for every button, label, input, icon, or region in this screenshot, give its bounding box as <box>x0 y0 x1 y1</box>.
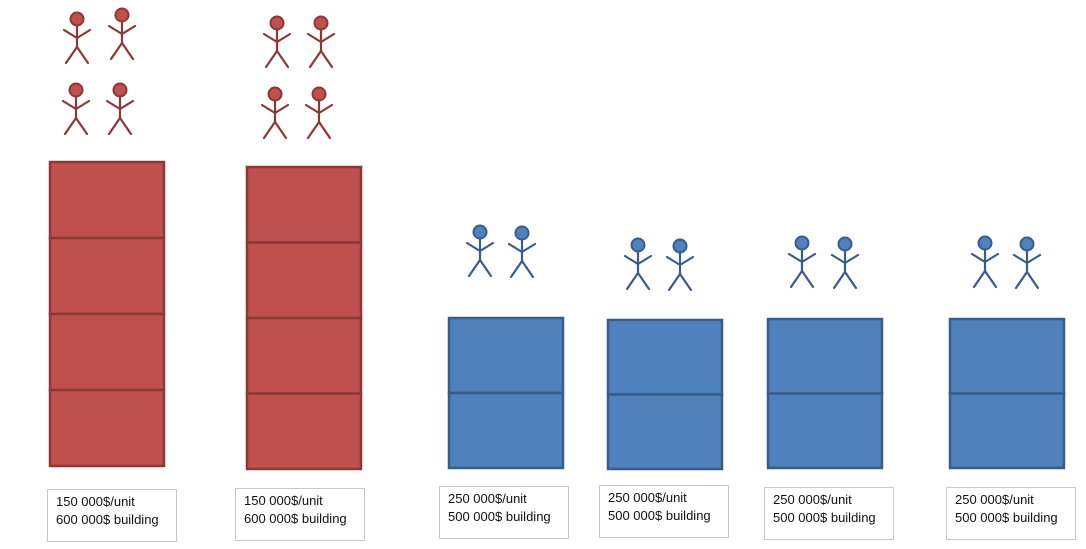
building-price: 500 000$ building <box>448 509 551 524</box>
price-caption: 250 000$/unit 500 000$ building <box>764 487 894 540</box>
housing-unit <box>606 318 724 396</box>
stick-figure-icon <box>260 86 290 140</box>
housing-unit <box>48 160 166 240</box>
stick-figure-icon <box>262 15 292 69</box>
stick-figure-icon <box>105 82 135 136</box>
price-caption: 250 000$/unit 500 000$ building <box>599 485 729 538</box>
price-caption: 150 000$/unit 600 000$ building <box>47 489 177 542</box>
building-price: 500 000$ building <box>608 508 711 523</box>
housing-unit <box>447 316 565 395</box>
stick-figure-icon <box>970 235 1000 289</box>
housing-unit <box>948 392 1066 470</box>
housing-unit <box>245 392 363 471</box>
price-per-unit: 250 000$/unit <box>608 490 687 505</box>
housing-unit <box>48 312 166 392</box>
building-price: 600 000$ building <box>56 512 159 527</box>
residents-group <box>61 7 137 136</box>
price-per-unit: 250 000$/unit <box>955 492 1034 507</box>
housing-unit <box>48 236 166 316</box>
stick-figure-icon <box>830 236 860 290</box>
housing-unit <box>447 391 565 470</box>
building-price: 600 000$ building <box>244 511 347 526</box>
housing-unit <box>245 241 363 320</box>
housing-unit <box>245 316 363 395</box>
building-5 <box>766 235 884 470</box>
stick-figure-icon <box>304 86 334 140</box>
stick-figure-icon <box>1012 236 1042 290</box>
stick-figure-icon <box>507 225 537 279</box>
housing-unit <box>948 317 1066 395</box>
stick-figure-icon <box>665 238 695 292</box>
stick-figure-icon <box>107 7 137 61</box>
residents-group <box>260 15 336 140</box>
building-1 <box>48 7 166 468</box>
residents-group <box>623 237 695 292</box>
stick-figure-icon <box>787 235 817 289</box>
price-per-unit: 150 000$/unit <box>56 494 135 509</box>
stick-figure-icon <box>465 224 495 278</box>
price-caption: 150 000$/unit 600 000$ building <box>235 488 365 541</box>
housing-unit <box>48 388 166 468</box>
price-per-unit: 250 000$/unit <box>773 492 852 507</box>
residents-group <box>787 235 860 290</box>
stick-figure-icon <box>306 15 336 69</box>
price-caption: 250 000$/unit 500 000$ building <box>439 486 569 539</box>
stick-figure-icon <box>623 237 653 291</box>
housing-unit <box>245 165 363 244</box>
building-price: 500 000$ building <box>773 510 876 525</box>
building-price: 500 000$ building <box>955 510 1058 525</box>
building-6 <box>948 235 1066 470</box>
residents-group <box>970 235 1042 290</box>
housing-unit <box>766 317 884 395</box>
stick-figure-icon <box>61 82 91 136</box>
housing-unit <box>606 393 724 471</box>
building-3 <box>447 224 565 470</box>
building-2 <box>245 15 363 471</box>
residents-group <box>465 224 537 279</box>
price-per-unit: 250 000$/unit <box>448 491 527 506</box>
building-4 <box>606 237 724 471</box>
price-per-unit: 150 000$/unit <box>244 493 323 508</box>
stick-figure-icon <box>62 11 92 65</box>
housing-unit <box>766 392 884 470</box>
price-caption: 250 000$/unit 500 000$ building <box>946 487 1076 540</box>
